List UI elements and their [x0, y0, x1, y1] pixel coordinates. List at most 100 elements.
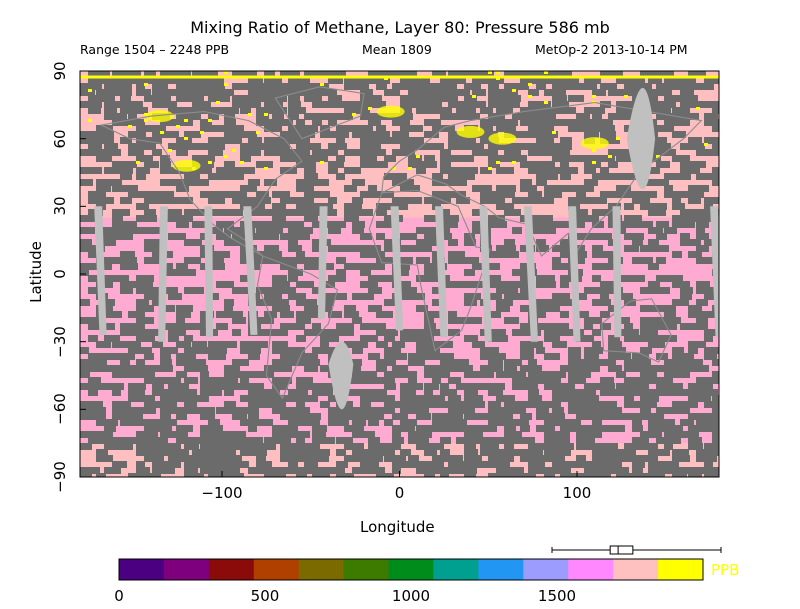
no-data-cell — [696, 143, 705, 150]
high-value-cell — [592, 149, 596, 152]
no-data-cell — [408, 359, 425, 366]
no-data-cell — [488, 215, 505, 222]
no-data-cell — [160, 77, 175, 84]
no-data-cell — [416, 245, 432, 252]
no-data-cell — [112, 413, 122, 420]
no-data-cell — [664, 125, 674, 132]
no-data-cell — [672, 107, 690, 114]
high-value-cell — [488, 167, 492, 170]
no-data-cell — [632, 425, 643, 432]
no-data-cell — [272, 347, 287, 354]
no-data-cell — [184, 239, 193, 246]
no-data-cell — [472, 437, 481, 444]
no-data-cell — [488, 311, 501, 318]
no-data-cell — [504, 239, 515, 246]
no-data-cell — [440, 83, 457, 90]
no-data-cell — [560, 245, 571, 252]
no-data-cell — [328, 71, 346, 78]
no-data-cell — [344, 113, 353, 120]
no-data-cell — [112, 461, 127, 468]
no-data-cell — [632, 455, 646, 462]
no-data-cell — [256, 287, 271, 294]
no-data-cell — [344, 245, 359, 252]
no-data-cell — [88, 137, 103, 144]
no-data-cell — [352, 371, 363, 378]
no-data-cell — [160, 401, 171, 408]
no-data-cell — [656, 353, 668, 360]
no-data-cell — [664, 323, 677, 330]
no-data-cell — [520, 413, 532, 420]
no-data-cell — [312, 179, 329, 186]
no-data-cell — [592, 251, 605, 258]
no-data-cell — [696, 281, 710, 288]
no-data-cell — [200, 437, 210, 444]
no-data-cell — [376, 359, 386, 366]
no-data-cell — [288, 455, 301, 462]
no-data-cell — [608, 365, 622, 372]
no-data-cell — [128, 101, 143, 108]
no-data-cell — [632, 77, 645, 84]
no-data-cell — [520, 161, 535, 168]
no-data-cell — [336, 413, 346, 420]
no-data-cell — [232, 197, 249, 204]
no-data-cell — [704, 287, 713, 294]
no-data-cell — [416, 407, 429, 414]
no-data-cell — [312, 389, 321, 396]
no-data-cell — [528, 455, 541, 462]
no-data-cell — [704, 239, 717, 246]
no-data-cell — [336, 143, 347, 150]
no-data-cell — [240, 341, 257, 348]
no-data-cell — [328, 335, 339, 342]
no-data-cell — [80, 269, 89, 276]
no-data-cell — [504, 101, 520, 108]
no-data-cell — [584, 77, 594, 84]
no-data-cell — [504, 185, 516, 192]
no-data-cell — [296, 83, 309, 90]
high-value-cell — [496, 71, 500, 74]
no-data-cell — [80, 263, 96, 270]
no-data-cell — [696, 413, 711, 420]
no-data-cell — [584, 131, 599, 138]
no-data-cell — [552, 89, 566, 96]
no-data-cell — [160, 161, 171, 168]
no-data-cell — [144, 95, 156, 102]
high-value-cell — [88, 119, 92, 122]
no-data-cell — [304, 383, 318, 390]
no-data-cell — [224, 371, 242, 378]
no-data-cell — [464, 107, 476, 114]
no-data-cell — [536, 323, 552, 330]
no-data-cell — [144, 431, 158, 438]
no-data-cell — [432, 71, 446, 78]
no-data-cell — [648, 263, 659, 270]
no-data-cell — [672, 431, 681, 438]
no-data-cell — [672, 317, 681, 324]
no-data-cell — [440, 419, 458, 426]
no-data-cell — [432, 413, 446, 420]
no-data-cell — [296, 419, 308, 426]
no-data-cell — [192, 437, 202, 444]
no-data-cell — [568, 401, 584, 408]
no-data-cell — [376, 209, 387, 216]
no-data-cell — [712, 347, 719, 354]
no-data-cell — [560, 167, 575, 174]
no-data-cell — [408, 353, 425, 360]
no-data-cell — [448, 215, 459, 222]
no-data-cell — [384, 377, 395, 384]
no-data-cell — [240, 143, 257, 150]
no-data-cell — [544, 443, 555, 450]
no-data-cell — [120, 401, 131, 408]
no-data-cell — [520, 323, 533, 330]
no-data-cell — [296, 407, 310, 414]
no-data-cell — [616, 275, 627, 282]
no-data-cell — [488, 83, 499, 90]
no-data-cell — [584, 473, 595, 477]
no-data-cell — [328, 275, 346, 282]
no-data-cell — [176, 137, 192, 144]
no-data-cell — [496, 155, 513, 162]
no-data-cell — [400, 395, 418, 402]
no-data-cell — [296, 179, 312, 186]
no-data-cell — [360, 125, 373, 132]
x-tick-label: 0 — [394, 484, 405, 502]
no-data-cell — [560, 221, 575, 228]
no-data-cell — [240, 185, 252, 192]
